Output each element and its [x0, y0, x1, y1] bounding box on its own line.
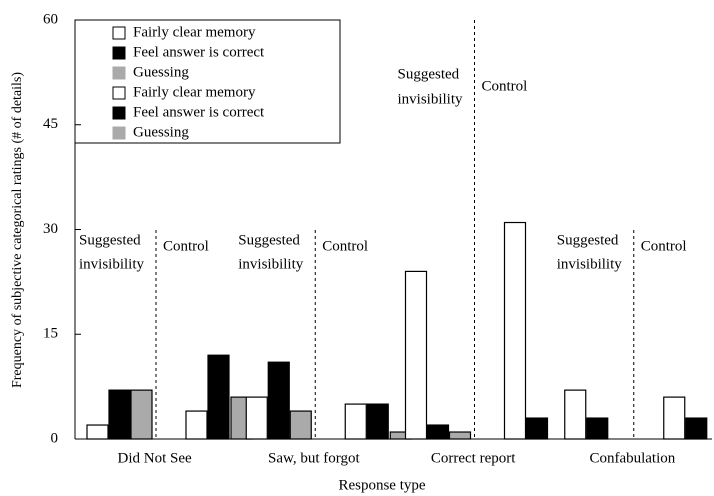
legend-label: Guessing	[133, 64, 189, 80]
bar	[525, 417, 549, 440]
legend-swatch	[112, 26, 126, 40]
legend-swatch	[112, 126, 126, 140]
y-tick-label: 60	[43, 11, 58, 27]
bar	[245, 396, 268, 440]
legend-label: Fairly clear memory	[133, 84, 256, 100]
legend-label: Feel answer is correct	[133, 44, 265, 60]
bar	[86, 424, 109, 440]
bar	[185, 410, 208, 440]
legend-box	[74, 19, 341, 144]
bar	[404, 270, 428, 440]
legend-swatch	[112, 66, 126, 80]
annotation: invisibility	[79, 256, 145, 272]
annotation: Control	[163, 238, 209, 254]
legend-label: Guessing	[133, 124, 189, 140]
bar	[207, 354, 230, 440]
annotation: Control	[482, 78, 528, 94]
bar	[586, 417, 609, 440]
bar	[130, 389, 153, 440]
y-axis-label: Frequency of subjective categorical rati…	[10, 72, 25, 388]
annotation: Suggested	[79, 232, 141, 248]
bar	[685, 417, 708, 440]
legend-swatch	[112, 46, 126, 60]
annotation: Control	[322, 238, 368, 254]
bar	[503, 221, 527, 440]
annotation: Suggested	[557, 232, 619, 248]
annotation: invisibility	[557, 256, 623, 272]
annotation: Suggested	[238, 232, 300, 248]
y-tick-label: 0	[51, 430, 59, 446]
bar	[344, 403, 367, 440]
x-axis-label: Response type	[338, 477, 425, 493]
x-tick-label: Confabulation	[589, 450, 675, 466]
y-tick-label: 45	[43, 116, 58, 132]
x-tick-label: Did Not See	[118, 450, 193, 466]
bar	[426, 424, 450, 440]
legend-swatch	[112, 106, 126, 120]
bar	[366, 403, 389, 440]
x-tick-label: Saw, but forgot	[268, 450, 360, 466]
bar	[663, 396, 686, 440]
y-tick-label: 30	[43, 221, 58, 237]
bar	[108, 389, 131, 440]
annotation: invisibility	[238, 256, 304, 272]
annotation: invisibility	[398, 91, 464, 107]
legend-label: Feel answer is correct	[133, 104, 265, 120]
bar	[448, 431, 472, 440]
annotation: Control	[641, 238, 687, 254]
bar	[267, 361, 290, 440]
bar	[564, 389, 587, 440]
annotation: Suggested	[398, 66, 460, 82]
y-tick-label: 15	[43, 326, 58, 342]
legend-swatch	[112, 86, 126, 100]
legend-label: Fairly clear memory	[133, 24, 256, 40]
bar	[289, 410, 312, 440]
x-tick-label: Correct report	[431, 450, 516, 466]
